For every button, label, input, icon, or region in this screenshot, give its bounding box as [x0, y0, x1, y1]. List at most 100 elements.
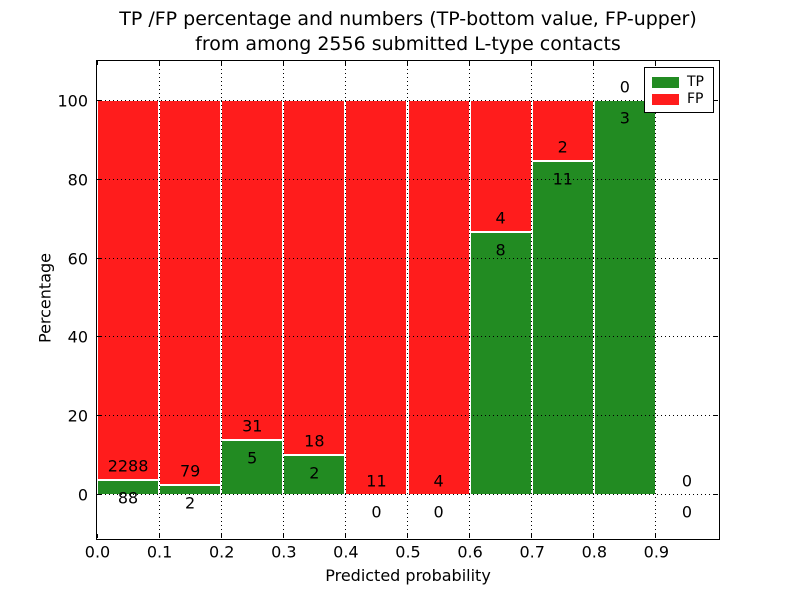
tick-mark: [96, 534, 98, 538]
fp-count-label: 4: [433, 471, 444, 491]
tp-count-label: 8: [495, 240, 506, 260]
tick-mark: [714, 257, 718, 259]
tp-count-label: 0: [433, 502, 444, 522]
tick-mark: [97, 415, 101, 417]
tick-mark: [714, 336, 718, 338]
x-gridline: [407, 61, 408, 538]
x-gridline: [593, 61, 595, 538]
plot-area: TP FP 2288 88 79 2 31 5 18 2 11 0 4 0 4 8 2 11 0 3 0 0: [96, 60, 720, 540]
tick-mark: [220, 61, 222, 65]
tick-mark: [714, 494, 718, 496]
x-tick-label: 0.6: [457, 542, 483, 562]
chart-title-line1: TP /FP percentage and numbers (TP-bottom…: [119, 8, 697, 30]
bar-segment-fp: [283, 100, 346, 456]
bar-segment-tp: [593, 100, 656, 495]
y-tick-label: 100: [57, 91, 88, 111]
legend: TP FP: [644, 67, 714, 113]
x-tick-label: 0.8: [581, 542, 608, 562]
bar-segment-tp: [159, 484, 222, 495]
x-tick-label: 0.2: [208, 542, 235, 562]
y-gridline: [97, 494, 718, 496]
y-gridline: [97, 178, 718, 180]
y-tick-label: 40: [67, 327, 88, 347]
bar-segment-fp: [469, 100, 532, 232]
tick-mark: [593, 534, 595, 538]
fp-count-label: 2: [557, 137, 568, 157]
tick-mark: [282, 534, 284, 538]
y-tick-label: 20: [67, 406, 88, 426]
tick-mark: [593, 61, 595, 65]
tick-mark: [97, 257, 101, 259]
y-tick-label: 0: [77, 485, 88, 505]
legend-swatch-tp-icon: [652, 77, 679, 88]
x-gridline: [344, 61, 346, 538]
legend-swatch-fp-icon: [652, 94, 679, 105]
x-tick-label: 0.5: [395, 542, 421, 562]
tp-count-label: 5: [247, 448, 258, 468]
x-tick-label: 0.7: [519, 542, 545, 562]
fp-count-label: 31: [242, 416, 263, 436]
x-gridline: [469, 61, 471, 538]
bar-segment-tp: [469, 231, 532, 495]
tick-mark: [220, 534, 222, 538]
chart-title-line2: from among 2556 submitted L-type contact…: [195, 33, 621, 55]
x-tick-label: 0.0: [84, 542, 111, 562]
fp-count-label: 11: [366, 471, 387, 491]
tick-mark: [407, 61, 408, 65]
tick-mark: [282, 61, 284, 65]
tick-mark: [531, 61, 533, 65]
bar-segment-fp: [531, 100, 594, 162]
x-axis-title: Predicted probability: [325, 566, 491, 585]
tick-mark: [96, 61, 98, 65]
y-tick-label: 80: [67, 170, 88, 190]
x-gridline: [531, 61, 533, 538]
legend-item-tp: TP: [652, 73, 713, 90]
tick-mark: [655, 61, 657, 65]
tick-mark: [344, 534, 346, 538]
tick-mark: [97, 336, 101, 338]
x-tick-label: 0.3: [271, 542, 297, 562]
tp-count-label: 2: [185, 493, 196, 513]
bar-segment-fp: [97, 100, 160, 481]
tick-mark: [407, 534, 408, 538]
tick-mark: [714, 99, 718, 101]
x-gridline: [158, 61, 160, 538]
tick-mark: [714, 178, 718, 180]
tick-mark: [344, 61, 346, 65]
tp-count-label: 11: [552, 169, 573, 189]
tick-mark: [469, 61, 471, 65]
tick-mark: [655, 534, 657, 538]
bar-segment-fp: [407, 100, 470, 495]
y-gridline: [97, 415, 718, 417]
tick-mark: [531, 534, 533, 538]
x-gridline: [655, 61, 657, 538]
fp-count-label: 0: [681, 471, 693, 491]
chart-title: TP /FP percentage and numbers (TP-bottom…: [96, 7, 720, 57]
bar-segment-fp: [221, 100, 284, 440]
y-gridline: [97, 257, 718, 259]
tp-count-label: 0: [371, 502, 382, 522]
fp-count-label: 18: [304, 431, 325, 451]
x-gridline: [282, 61, 284, 538]
bar-segment-fp: [345, 100, 408, 495]
bar-segment-fp: [159, 100, 222, 485]
x-gridline: [220, 61, 222, 538]
bar-segment-tp: [531, 161, 594, 495]
tick-mark: [158, 61, 160, 65]
y-gridline: [97, 336, 718, 338]
tick-mark: [97, 178, 101, 180]
tick-mark: [97, 494, 101, 496]
y-tick-label: 60: [67, 249, 88, 269]
tp-count-label: 88: [117, 488, 139, 508]
tick-mark: [97, 99, 101, 101]
bar-segment-tp: [283, 455, 346, 495]
tick-mark: [158, 534, 160, 538]
y-gridline: [97, 99, 718, 101]
tp-count-label: 3: [619, 108, 630, 128]
tp-count-label: 2: [309, 463, 320, 483]
legend-label-tp: TP: [687, 74, 704, 90]
fp-count-label: 4: [495, 208, 506, 228]
legend-item-fp: FP: [652, 90, 713, 107]
x-tick-label: 0.4: [333, 542, 359, 562]
fp-count-label: 79: [179, 461, 201, 481]
